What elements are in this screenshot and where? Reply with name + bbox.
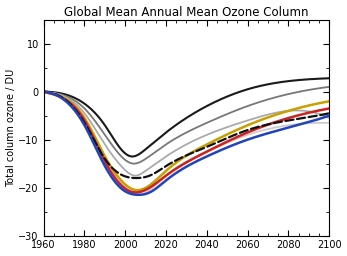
Y-axis label: Total column ozone / DU: Total column ozone / DU <box>6 69 16 187</box>
Title: Global Mean Annual Mean Ozone Column: Global Mean Annual Mean Ozone Column <box>64 6 309 18</box>
